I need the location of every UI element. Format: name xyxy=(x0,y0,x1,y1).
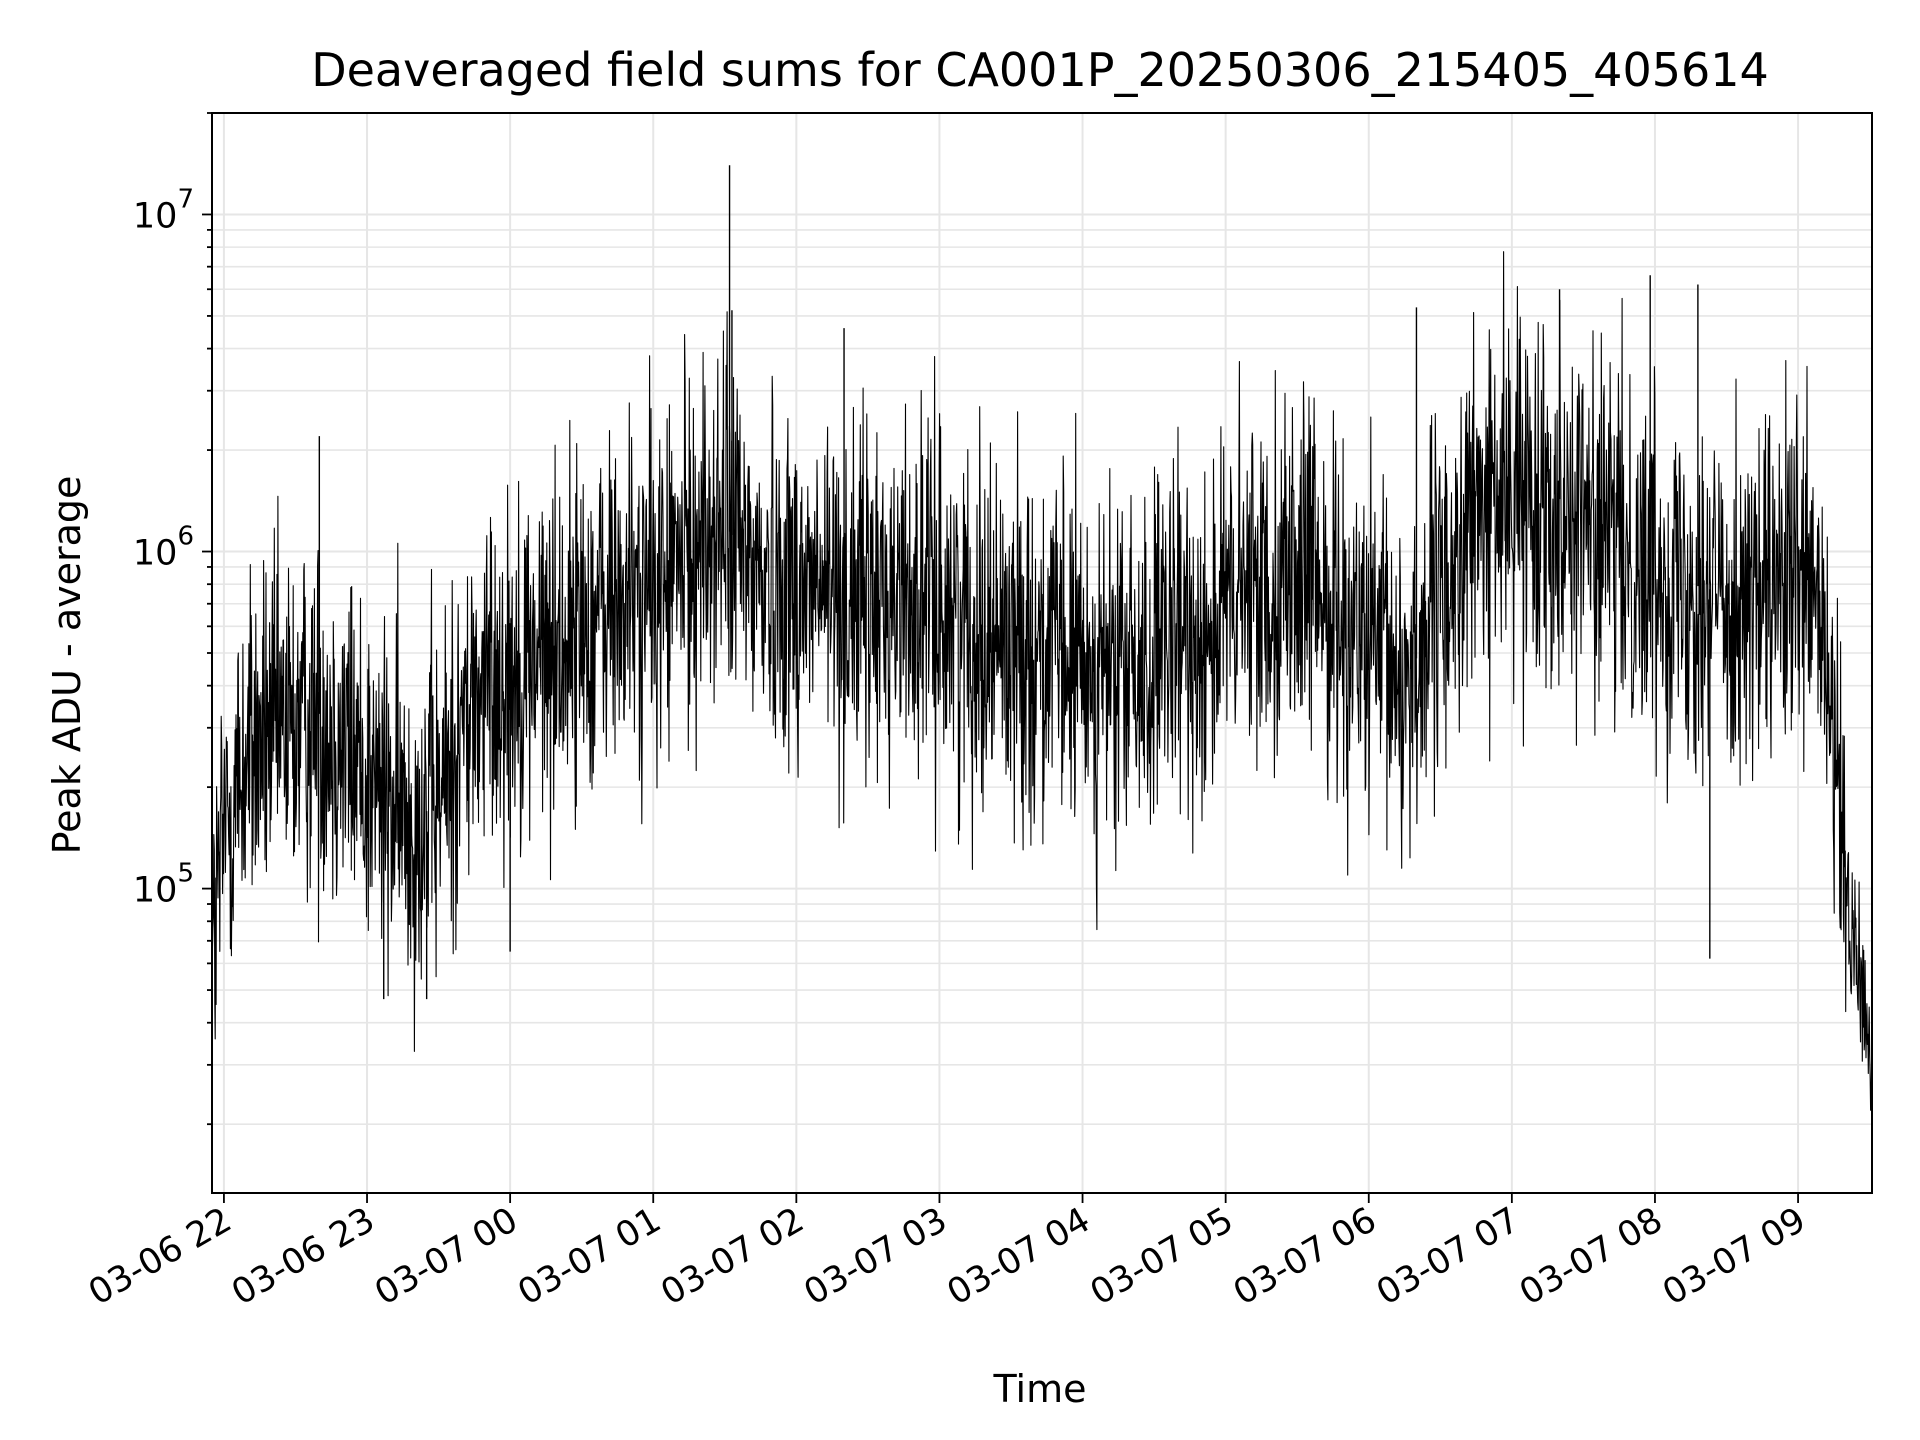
y-tick-label: 105 xyxy=(133,859,194,911)
y-tick-label: 106 xyxy=(133,522,194,574)
x-axis-label: Time xyxy=(993,1367,1087,1411)
y-tick-label: 107 xyxy=(133,184,194,236)
series-line xyxy=(211,251,1873,1112)
series-layer xyxy=(211,165,1873,1112)
y-axis-label: Peak ADU - average xyxy=(45,476,89,855)
chart-title: Deaveraged field sums for CA001P_2025030… xyxy=(311,43,1769,97)
